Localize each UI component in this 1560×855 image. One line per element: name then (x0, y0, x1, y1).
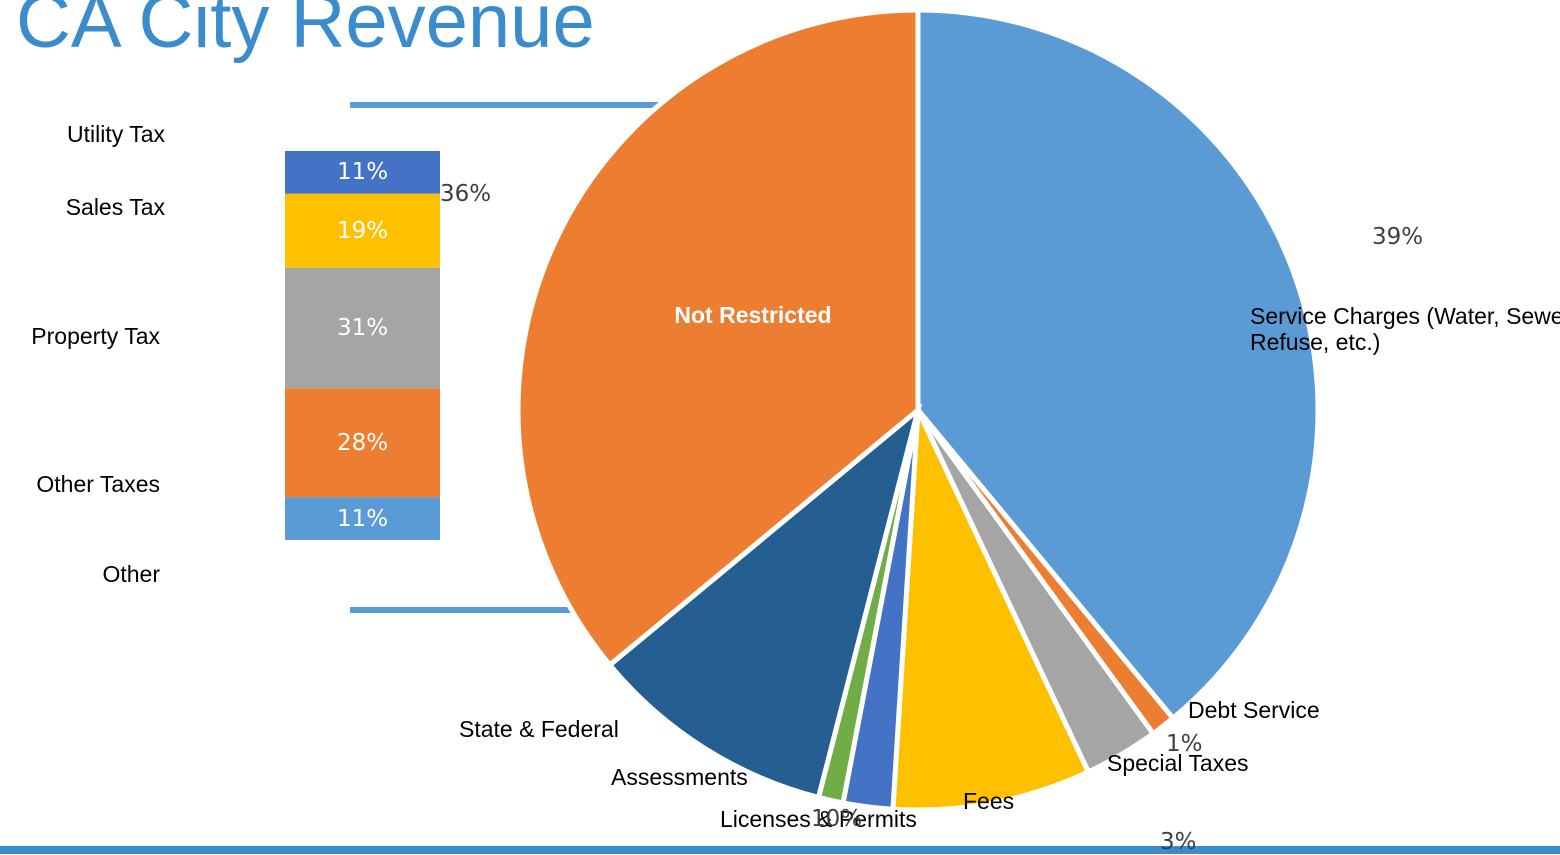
value-label: 3% (1160, 829, 1197, 855)
bar-category-label: Property Tax (31, 323, 160, 349)
slice-label: Assessments (611, 764, 748, 790)
value-label: 31% (336, 314, 389, 341)
bar-category-label: Utility Tax (67, 121, 165, 147)
slice-label: Debt Service (1188, 697, 1320, 723)
footer-bar (0, 846, 1560, 854)
value-label: 11% (336, 505, 389, 532)
bar-category-label: Other Taxes (36, 471, 160, 497)
pie-slice (890, 408, 1092, 813)
value-label: 11% (336, 159, 389, 186)
pie-slice (606, 403, 923, 801)
bar-segment (285, 193, 440, 268)
bar-category-label: Other (102, 561, 160, 587)
bar-segment (285, 388, 440, 498)
pie-slice (915, 7, 1321, 722)
bar-segment (285, 151, 440, 194)
slice-label: Fees (963, 788, 1015, 814)
slice-label: Special Taxes (1107, 750, 1249, 776)
slice-label: Licenses & Permits (720, 806, 917, 832)
value-label: 39% (1372, 224, 1424, 250)
value-label: 1% (1166, 731, 1203, 757)
slice-label: State & Federal (459, 716, 619, 742)
slice-label: Service Charges (Water, Sewer, Refuse, e… (1250, 303, 1560, 355)
value-label: 28% (336, 429, 389, 456)
bar-category-label: Sales Tax (65, 194, 165, 220)
value-label: 19% (336, 217, 389, 244)
value-label: 10% (811, 806, 863, 832)
bar-segment (285, 497, 440, 540)
slice-label: Not Restricted (674, 302, 832, 328)
chart-title: CA City Revenue (16, 0, 595, 64)
bar-segment (285, 267, 440, 389)
value-label: 36% (440, 181, 492, 207)
pie-slice (515, 7, 921, 669)
